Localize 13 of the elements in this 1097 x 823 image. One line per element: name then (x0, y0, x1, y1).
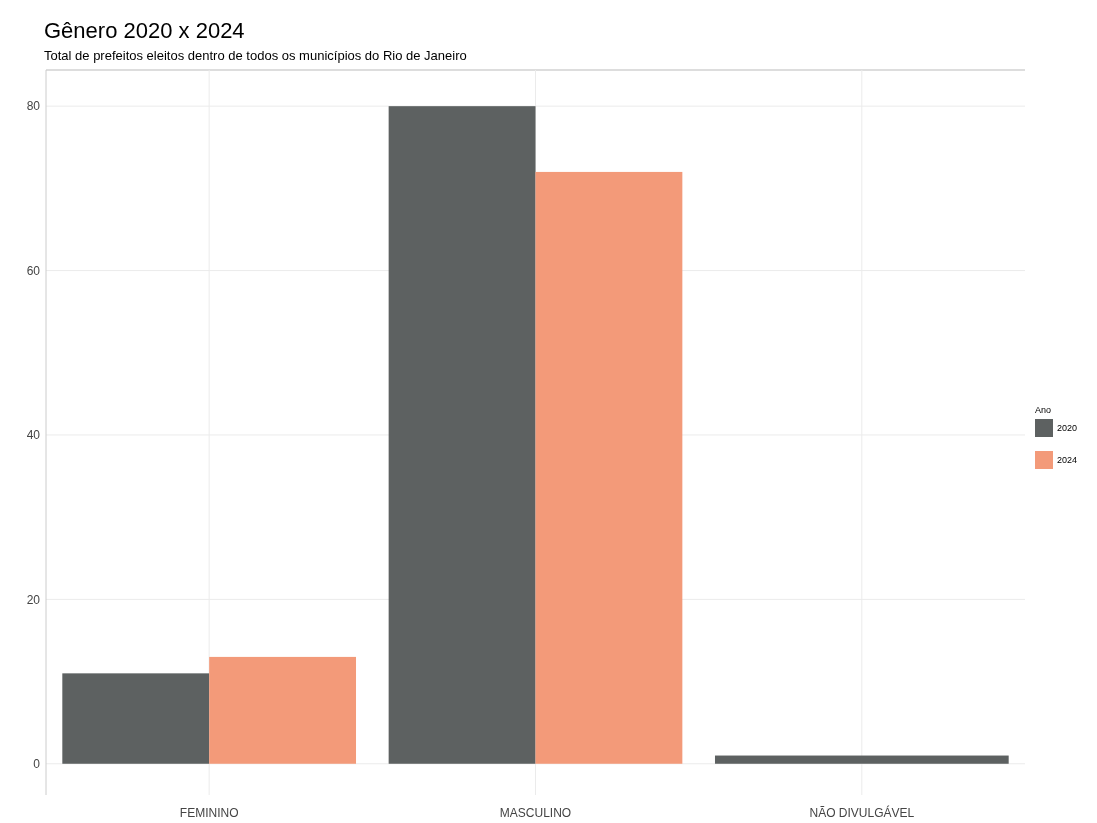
x-tick-label: MASCULINO (499, 806, 572, 820)
legend-label: 2020 (1057, 423, 1078, 434)
y-tick-label: 80 (26, 99, 41, 114)
x-tick-label: FEMININO (179, 806, 239, 820)
legend-title: Ano (1035, 405, 1052, 415)
chart-subtitle: Total de prefeitos eleitos dentro de todos os municípios do Rio de Janeiro (44, 48, 467, 63)
y-tick-label: 60 (26, 263, 41, 278)
y-tick-label: 0 (33, 756, 41, 771)
y-tick-label: 40 (26, 428, 41, 443)
x-tick-label: NÃO DIVULGÁVEL (809, 805, 915, 820)
chart-title: Gênero 2020 x 2024 (44, 18, 245, 43)
y-tick-label: 20 (26, 592, 41, 607)
legend-label: 2024 (1057, 455, 1078, 466)
